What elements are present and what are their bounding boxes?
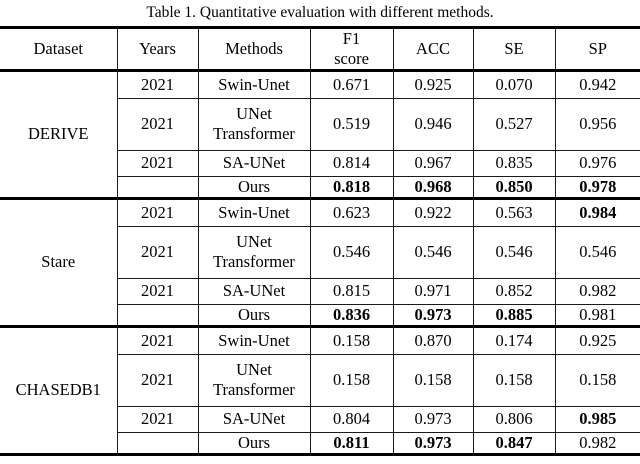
table-row: Ours 0.818 0.968 0.850 0.978 [0,175,640,199]
metric-cell-f1: 0.814 [309,149,394,177]
col-header-se: SE [472,27,556,72]
dataset-cell: DERIVE [0,69,118,199]
metric-cell-f1: 0.623 [309,196,394,227]
metric-cell-sp: 0.978 [554,175,640,199]
metric-cell-se: 0.835 [472,149,556,177]
metric-cell-sp: 0.925 [554,324,640,355]
year-cell [116,303,199,327]
table-row: CHASEDB1 2021 Swin-Unet 0.158 0.870 0.17… [0,324,640,455]
year-cell: 2021 [116,277,199,305]
metric-cell-se: 0.847 [472,431,556,455]
col-header-f1-score-label: F1 score [334,29,369,68]
metric-cell-acc: 0.922 [392,196,474,227]
metric-cell-se: 0.852 [472,277,556,305]
year-cell [116,175,199,199]
table-row: Ours 0.836 0.973 0.885 0.981 [0,303,640,327]
method-cell: Ours [197,175,311,199]
metric-cell-acc: 0.971 [392,277,474,305]
metric-cell-f1: 0.671 [309,69,394,99]
metric-cell-f1: 0.836 [309,303,394,327]
col-header-years: Years [116,27,199,72]
metric-cell-se: 0.563 [472,196,556,227]
col-header-f1-score: F1 score [309,27,394,72]
method-cell: SA-UNet [197,149,311,177]
year-cell: 2021 [116,69,199,99]
table-row: 2021 SA-UNet 0.814 0.967 0.835 0.976 [0,149,640,177]
metric-cell-sp: 0.976 [554,149,640,177]
table-caption: Table 1. Quantitative evaluation with di… [146,4,494,21]
metric-cell-f1: 0.158 [309,324,394,355]
metric-cell-f1: 0.818 [309,175,394,199]
metric-cell-se: 0.546 [472,225,556,279]
metric-cell-f1: 0.158 [309,353,394,407]
metric-cell-se: 0.527 [472,97,556,151]
metric-cell-sp: 0.942 [554,69,640,99]
header-row: Dataset Years Methods F1 score ACC SE SP [0,27,640,72]
metric-cell-acc: 0.973 [392,405,474,433]
metric-cell-f1: 0.546 [309,225,394,279]
method-cell: Ours [197,431,311,455]
metric-cell-sp: 0.981 [554,303,640,327]
metric-cell-sp: 0.984 [554,196,640,227]
metric-cell-f1: 0.804 [309,405,394,433]
metric-cell-se: 0.850 [472,175,556,199]
metric-cell-f1: 0.811 [309,431,394,455]
metric-cell-sp: 0.158 [554,353,640,407]
metric-cell-se: 0.885 [472,303,556,327]
metric-cell-acc: 0.870 [392,324,474,355]
metric-cell-acc: 0.968 [392,175,474,199]
year-cell: 2021 [116,353,199,407]
metric-cell-acc: 0.546 [392,225,474,279]
method-cell: UNet Transformer [197,353,311,407]
metric-cell-acc: 0.158 [392,353,474,407]
method-cell: Swin-Unet [197,196,311,227]
method-cell: SA-UNet [197,405,311,433]
year-cell: 2021 [116,324,199,355]
metric-cell-acc: 0.967 [392,149,474,177]
metric-cell-f1: 0.519 [309,97,394,151]
dataset-cell: Stare [0,196,118,327]
col-header-dataset: Dataset [0,27,118,72]
metric-cell-se: 0.806 [472,405,556,433]
year-cell: 2021 [116,405,199,433]
metric-cell-f1: 0.815 [309,277,394,305]
metric-cell-se: 0.070 [472,69,556,99]
results-table: Dataset Years Methods F1 score ACC SE SP… [0,26,640,456]
metric-cell-sp: 0.956 [554,97,640,151]
metric-cell-sp: 0.985 [554,405,640,433]
year-cell: 2021 [116,196,199,227]
year-cell: 2021 [116,97,199,151]
metric-cell-sp: 0.546 [554,225,640,279]
method-cell: SA-UNet [197,277,311,305]
metric-cell-acc: 0.925 [392,69,474,99]
metric-cell-sp: 0.982 [554,431,640,455]
method-cell: UNet Transformer [197,97,311,151]
table-row: 2021 UNet Transformer 0.519 0.946 0.527 … [0,97,640,151]
metric-cell-acc: 0.946 [392,97,474,151]
year-cell [116,431,199,455]
metric-cell-acc: 0.973 [392,431,474,455]
metric-cell-se: 0.174 [472,324,556,355]
method-cell: Ours [197,303,311,327]
col-header-acc: ACC [392,27,474,72]
metric-cell-acc: 0.973 [392,303,474,327]
metric-cell-sp: 0.982 [554,277,640,305]
col-header-methods: Methods [197,27,311,72]
method-cell: Swin-Unet [197,69,311,99]
method-cell: UNet Transformer [197,225,311,279]
year-cell: 2021 [116,149,199,177]
metric-cell-se: 0.158 [472,353,556,407]
method-cell: Swin-Unet [197,324,311,355]
year-cell: 2021 [116,225,199,279]
table-row: Stare 2021 Swin-Unet 0.623 0.922 0.563 0… [0,196,640,327]
table-row: Ours 0.811 0.973 0.847 0.982 [0,431,640,455]
table-row: DERIVE 2021 Swin-Unet 0.671 0.925 0.070 … [0,69,640,199]
dataset-cell: CHASEDB1 [0,324,118,455]
col-header-sp: SP [554,27,640,72]
table-row: 2021 SA-UNet 0.815 0.971 0.852 0.982 [0,277,640,305]
